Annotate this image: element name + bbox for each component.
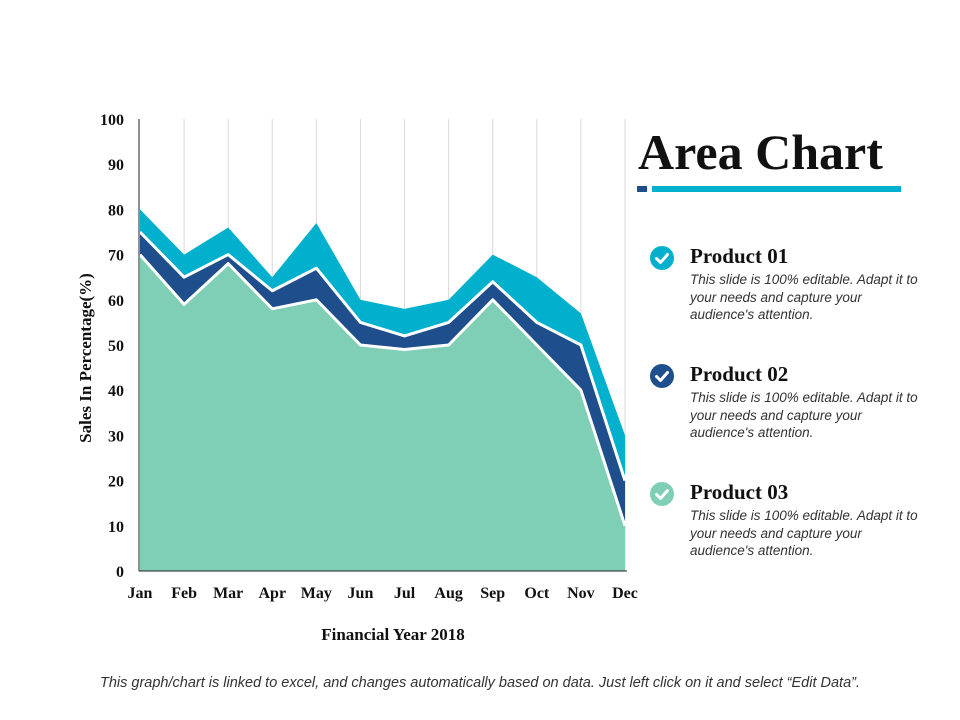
y-tick-0: 0 xyxy=(116,564,124,581)
title-rule-accent xyxy=(637,186,647,192)
area-edge-product-03 xyxy=(138,253,627,527)
x-axis-label: Financial Year 2018 xyxy=(321,625,465,644)
x-tick-aug: Aug xyxy=(434,585,462,602)
x-tick-mar: Mar xyxy=(213,585,243,602)
check-circle-icon xyxy=(650,482,674,506)
legend-item-name: Product 01 xyxy=(690,244,789,268)
x-tick-jan: Jan xyxy=(128,585,153,602)
y-tick-10: 10 xyxy=(108,519,124,536)
title-rule xyxy=(652,186,901,192)
y-tick-90: 90 xyxy=(108,157,124,174)
check-circle-icon xyxy=(650,364,674,388)
y-tick-70: 70 xyxy=(108,248,124,265)
x-tick-apr: Apr xyxy=(258,585,286,602)
x-tick-oct: Oct xyxy=(524,585,550,602)
x-tick-jun: Jun xyxy=(348,585,374,602)
legend-item-desc: This slide is 100% editable. Adapt it to… xyxy=(690,272,918,322)
x-tick-feb: Feb xyxy=(171,585,197,602)
x-tick-dec: Dec xyxy=(612,585,638,602)
y-axis-label: Sales In Percentage(%) xyxy=(76,273,95,443)
y-tick-100: 100 xyxy=(100,112,124,129)
x-tick-sep: Sep xyxy=(480,585,505,602)
area-edge-product-02 xyxy=(138,230,627,482)
area-product-03 xyxy=(140,254,625,571)
chart-areas xyxy=(138,209,627,571)
legend-item-name: Product 03 xyxy=(690,480,789,504)
y-tick-60: 60 xyxy=(108,293,124,310)
x-tick-labels: Jan Feb Mar Apr May Jun Jul Aug Sep Oct Nov Dec xyxy=(128,585,638,602)
footer-note: This graph/chart is linked to excel, and… xyxy=(99,675,861,691)
x-tick-may: May xyxy=(301,585,332,602)
y-tick-40: 40 xyxy=(108,383,124,400)
x-tick-nov: Nov xyxy=(567,585,595,602)
legend-item-name: Product 02 xyxy=(690,362,789,386)
check-circle-icon xyxy=(650,246,674,270)
y-tick-30: 30 xyxy=(108,428,124,445)
y-tick-80: 80 xyxy=(108,202,124,219)
legend-item-desc: This slide is 100% editable. Adapt it to… xyxy=(690,390,918,440)
chart-axes xyxy=(138,119,627,572)
x-tick-jul: Jul xyxy=(394,585,416,602)
legend-item-desc: This slide is 100% editable. Adapt it to… xyxy=(690,508,918,558)
page-title: Area Chart xyxy=(638,124,883,180)
y-tick-20: 20 xyxy=(108,474,124,491)
y-tick-labels: 0 10 20 30 40 50 60 70 80 90 100 xyxy=(100,112,124,581)
y-tick-50: 50 xyxy=(108,338,124,355)
